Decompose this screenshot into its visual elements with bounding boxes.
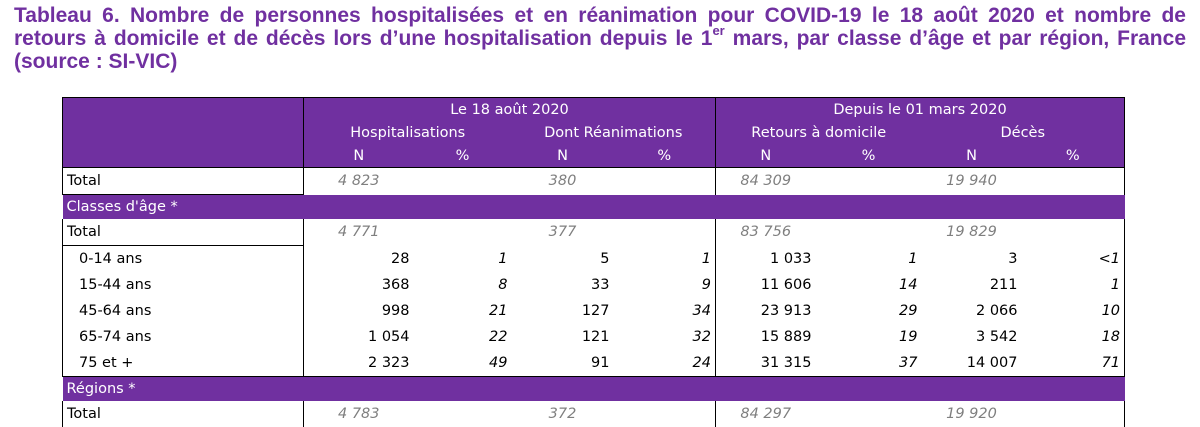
header-row-columns: Hospitalisations Dont Réanimations Retou… bbox=[62, 121, 1126, 144]
cell-hosp-pct: 1 bbox=[498, 250, 508, 267]
row-label: 15-44 ans bbox=[62, 272, 304, 298]
cell-dec-pct: 71 bbox=[1021, 350, 1126, 377]
cell-rea-n: 5 bbox=[600, 250, 610, 267]
header-deces: Décès bbox=[921, 121, 1126, 144]
cell-hosp-pct: 21 bbox=[489, 303, 508, 319]
cell-hosp-n: 2 323 bbox=[303, 350, 414, 377]
table-row-age-total: Total 4 771 377 83 756 19 829 bbox=[62, 219, 1126, 246]
cell-dec-pct: 1 bbox=[1021, 272, 1126, 298]
table-row-regions-total: Total 4 783 372 84 297 19 920 bbox=[62, 401, 1126, 427]
cell-hosp-total: 4 783 bbox=[303, 401, 414, 427]
header-n: N bbox=[303, 144, 414, 168]
row-label: Total bbox=[62, 167, 304, 195]
cell-rea-total: 377 bbox=[548, 224, 577, 241]
cell-dec-pct: 10 bbox=[1021, 298, 1126, 324]
cell-dec-total: 19 829 bbox=[946, 224, 997, 241]
cell-hosp-n: 28 bbox=[303, 245, 414, 272]
cell-ret-n: 31 315 bbox=[715, 350, 816, 377]
cell-rea-pct: 24 bbox=[613, 350, 716, 377]
header-n: N bbox=[715, 144, 816, 168]
table-row: 0-14 ans 28 1 5 1 1 033 1 3 <1 bbox=[62, 245, 1126, 272]
cell-hosp-pct: 49 bbox=[413, 350, 512, 377]
cell-rea-n: 127 bbox=[581, 303, 610, 319]
header-row-groups: Le 18 août 2020 Depuis le 01 mars 2020 bbox=[62, 97, 1126, 121]
cell-dec-n: 14 007 bbox=[921, 350, 1022, 377]
cell-rea-total: 380 bbox=[548, 173, 577, 190]
cell-dec-total: 19 920 bbox=[946, 406, 997, 422]
header-group-since: Depuis le 01 mars 2020 bbox=[714, 97, 1126, 121]
cell-ret-total: 84 297 bbox=[715, 401, 816, 427]
table-caption: Tableau 6. Nombre de personnes hospitali… bbox=[14, 4, 1186, 73]
header-row-units: N % N % N % N % bbox=[62, 144, 1126, 168]
cell-rea-n: 33 bbox=[591, 277, 610, 293]
cell-hosp-pct: 8 bbox=[498, 277, 508, 293]
row-label: 0-14 ans bbox=[62, 245, 304, 272]
cell-rea-pct: 1 bbox=[701, 250, 711, 267]
row-label: Total bbox=[62, 219, 304, 246]
cell-hosp-total: 4 771 bbox=[303, 219, 414, 246]
table-row: 45-64 ans 998 21 127 34 23 913 29 2 066 … bbox=[62, 298, 1126, 324]
cell-rea-pct: 34 bbox=[692, 303, 711, 319]
header-pct: % bbox=[613, 144, 716, 168]
cell-hosp-pct: 22 bbox=[489, 329, 508, 345]
table-row: 15-44 ans 368 8 33 9 11 606 14 211 1 bbox=[62, 272, 1126, 298]
cell-dec-n: 3 bbox=[1008, 250, 1018, 267]
cell-ret-total: 84 309 bbox=[715, 167, 816, 195]
cell-hosp-n: 368 bbox=[303, 272, 414, 298]
header-group-date: Le 18 août 2020 bbox=[303, 97, 716, 121]
cell-ret-total: 83 756 bbox=[715, 219, 816, 246]
cell-hosp-total: 4 823 bbox=[303, 167, 414, 195]
row-label: 45-64 ans bbox=[62, 298, 304, 324]
section-row-age: Classes d'âge * bbox=[62, 194, 1125, 219]
cell-rea-n: 91 bbox=[511, 350, 614, 377]
cell-ret-pct: 19 bbox=[899, 329, 918, 345]
cell-dec-n: 211 bbox=[989, 277, 1018, 293]
cell-ret-pct: 1 bbox=[908, 250, 918, 267]
header-hospitalisations: Hospitalisations bbox=[303, 121, 512, 144]
header-pct: % bbox=[815, 144, 922, 168]
cell-ret-pct: 29 bbox=[899, 303, 918, 319]
row-label: Total bbox=[62, 401, 304, 427]
header-n: N bbox=[921, 144, 1022, 168]
cell-hosp-n: 1 054 bbox=[303, 324, 414, 350]
header-pct: % bbox=[413, 144, 512, 168]
cell-dec-pct: <1 bbox=[1021, 245, 1126, 272]
section-label-age: Classes d'âge * bbox=[62, 194, 304, 219]
cell-ret-n: 1 033 bbox=[715, 245, 816, 272]
data-table: Le 18 août 2020 Depuis le 01 mars 2020 H… bbox=[62, 97, 1126, 427]
cell-hosp-n: 998 bbox=[303, 298, 414, 324]
cell-ret-n: 11 606 bbox=[715, 272, 816, 298]
row-label: 65-74 ans bbox=[62, 324, 304, 350]
caption-superscript: er bbox=[712, 23, 725, 38]
cell-dec-n: 3 542 bbox=[975, 329, 1018, 345]
caption-text: Tableau 6. Nombre de personnes hospitali… bbox=[14, 4, 1186, 50]
table-row: 75 et + 2 323 49 91 24 31 315 37 14 007 … bbox=[62, 350, 1126, 377]
table-row-total: Total 4 823 380 84 309 19 940 bbox=[62, 167, 1126, 195]
cell-dec-pct: 18 bbox=[1021, 324, 1126, 350]
cell-dec-n: 2 066 bbox=[975, 303, 1018, 319]
cell-rea-n: 121 bbox=[581, 329, 610, 345]
row-label: 75 et + bbox=[62, 350, 304, 377]
cell-rea-pct: 32 bbox=[692, 329, 711, 345]
cell-ret-pct: 37 bbox=[815, 350, 922, 377]
section-label-regions: Régions * bbox=[62, 376, 304, 401]
header-retours: Retours à domicile bbox=[715, 121, 922, 144]
header-pct: % bbox=[1021, 144, 1126, 168]
section-row-regions: Régions * bbox=[62, 376, 1125, 401]
cell-rea-total: 372 bbox=[548, 406, 577, 422]
table-row: 65-74 ans 1 054 22 121 32 15 889 19 3 54… bbox=[62, 324, 1126, 350]
cell-ret-n: 23 913 bbox=[715, 298, 816, 324]
caption-text-end: mars, par classe d’âge et par région, Fr… bbox=[14, 27, 1186, 73]
cell-ret-pct: 14 bbox=[899, 277, 918, 293]
cell-ret-n: 15 889 bbox=[715, 324, 816, 350]
cell-rea-pct: 9 bbox=[701, 277, 711, 293]
header-reanimations: Dont Réanimations bbox=[511, 121, 716, 144]
header-n: N bbox=[511, 144, 614, 168]
cell-dec-total: 19 940 bbox=[946, 173, 997, 190]
